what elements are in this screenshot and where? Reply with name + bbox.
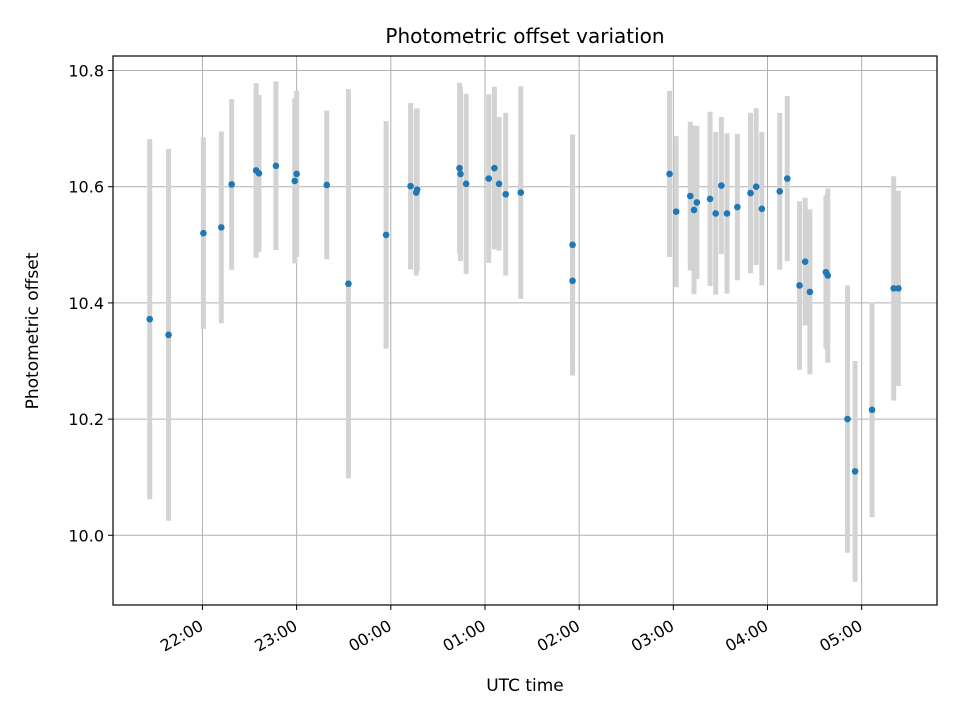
data-point bbox=[706, 195, 714, 203]
data-point bbox=[146, 315, 154, 323]
data-point bbox=[485, 175, 493, 182]
data-points bbox=[146, 162, 902, 475]
y-tick-label: 10.4 bbox=[68, 294, 104, 313]
data-point bbox=[462, 180, 470, 188]
data-point bbox=[824, 272, 832, 279]
data-point bbox=[801, 258, 809, 265]
data-point bbox=[569, 277, 576, 285]
x-axis-label: UTC time bbox=[486, 676, 564, 696]
data-point bbox=[776, 188, 784, 195]
data-point bbox=[783, 175, 791, 182]
data-point bbox=[293, 170, 300, 178]
data-point bbox=[734, 203, 741, 211]
data-point bbox=[723, 210, 731, 217]
data-point bbox=[844, 415, 851, 423]
data-point bbox=[272, 162, 280, 170]
y-axis: 10.0 10.2 10.4 10.6 10.8 bbox=[68, 62, 113, 545]
data-point bbox=[666, 170, 673, 178]
data-point bbox=[752, 183, 760, 191]
data-point bbox=[291, 177, 299, 185]
data-point bbox=[747, 189, 754, 197]
data-point bbox=[758, 205, 766, 213]
chart-title: Photometric offset variation bbox=[385, 24, 664, 48]
data-point bbox=[895, 285, 902, 292]
y-tick-label: 10.0 bbox=[68, 526, 104, 545]
data-point bbox=[569, 241, 576, 249]
y-tick-label: 10.2 bbox=[68, 410, 104, 429]
y-tick-label: 10.8 bbox=[68, 62, 104, 81]
data-point bbox=[255, 170, 263, 177]
data-point bbox=[457, 170, 464, 178]
data-point bbox=[690, 206, 698, 214]
data-point bbox=[491, 164, 498, 172]
data-point bbox=[495, 180, 503, 188]
data-point bbox=[712, 210, 719, 217]
data-point bbox=[382, 231, 390, 239]
data-point bbox=[718, 182, 725, 189]
data-point bbox=[200, 229, 207, 237]
data-point bbox=[806, 288, 814, 296]
data-point bbox=[851, 468, 859, 475]
data-point bbox=[672, 208, 680, 215]
y-axis-label: Photometric offset bbox=[23, 252, 43, 409]
data-point bbox=[165, 331, 172, 339]
data-point bbox=[413, 186, 421, 193]
data-point bbox=[217, 224, 225, 231]
data-point bbox=[323, 181, 331, 189]
data-point bbox=[890, 285, 897, 292]
plot-frame bbox=[112, 55, 938, 606]
data-point bbox=[796, 282, 803, 289]
data-point bbox=[686, 192, 694, 200]
data-point bbox=[517, 189, 525, 196]
data-point bbox=[456, 164, 463, 172]
data-point bbox=[228, 181, 235, 188]
data-point bbox=[502, 190, 509, 198]
data-point bbox=[407, 182, 414, 190]
data-point bbox=[868, 406, 876, 414]
data-point bbox=[345, 280, 352, 288]
data-point bbox=[693, 199, 701, 206]
grid bbox=[113, 56, 937, 605]
y-tick-label: 10.6 bbox=[68, 178, 104, 197]
